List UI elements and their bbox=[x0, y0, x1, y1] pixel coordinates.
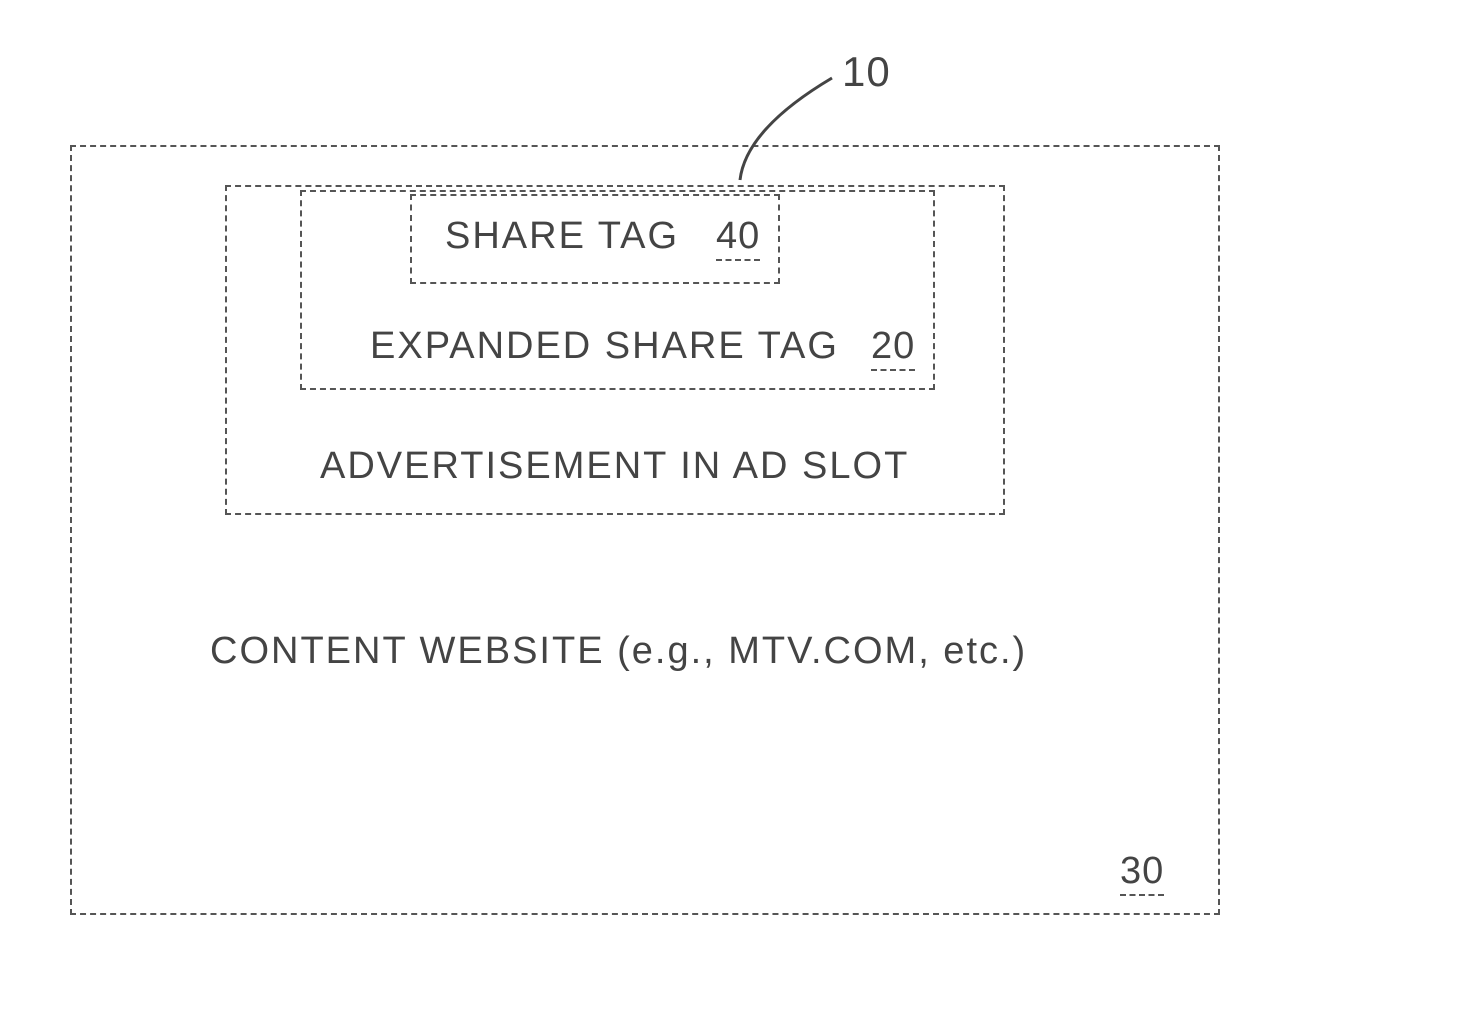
leader-line-icon bbox=[0, 0, 1468, 1023]
